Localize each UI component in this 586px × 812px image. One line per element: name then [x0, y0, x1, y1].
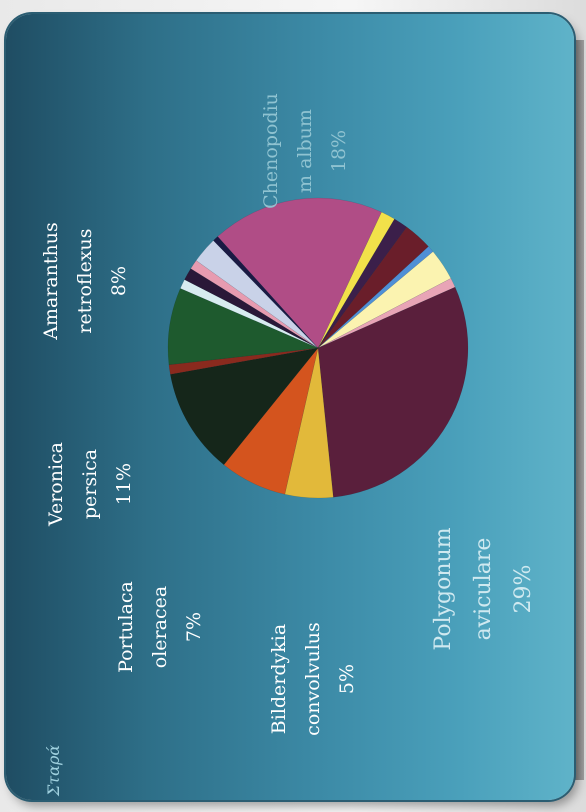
label-amaranthus: Amaranthus retroflexus 8%: [34, 176, 136, 386]
label-polygonum-line1: Polygonum: [431, 527, 456, 651]
label-bilderdykia: Bilderdykia convolvulus 5%: [262, 584, 364, 774]
label-portulaca-line1: Portulaca: [115, 581, 137, 673]
pie-slice-17: [213, 236, 319, 349]
pie-slice-6: [317, 278, 456, 349]
pie-slice-4: [317, 246, 434, 349]
label-veronica-pct: 11%: [113, 462, 135, 506]
pie-slice-8: [284, 347, 334, 499]
pie-slice-1: [317, 211, 395, 349]
pie-chart: [167, 197, 469, 499]
label-chenopodium-line2: m album: [294, 109, 316, 193]
pie-slice-12: [167, 288, 319, 366]
label-amaranthus-pct: 8%: [108, 265, 130, 297]
label-portulaca-pct: 7%: [183, 611, 205, 643]
slide-edge: [572, 40, 584, 780]
pie-slice-7: [317, 286, 469, 498]
label-polygonum-line2: aviculare: [471, 537, 496, 641]
pie-slice-9: [223, 347, 319, 495]
label-portulaca: Portulaca oleracea 7%: [109, 552, 211, 702]
label-bilderdykia-line2: convolvulus: [302, 622, 324, 736]
pie-slice-15: [190, 260, 319, 349]
slide: Chenopodiu m album 18% Amaranthus retrof…: [6, 14, 574, 800]
label-veronica-line2: persica: [79, 448, 101, 520]
pie-slice-16: [195, 240, 319, 349]
pie-slice-2: [317, 218, 408, 349]
label-polygonum-pct: 29%: [511, 564, 536, 614]
label-bilderdykia-line1: Bilderdykia: [268, 623, 290, 735]
label-portulaca-line2: oleracea: [149, 585, 171, 669]
pie-slice-3: [317, 226, 429, 349]
label-veronica: Veronica persica 11%: [39, 404, 141, 564]
label-chenopodium: Chenopodiu m album 18%: [254, 46, 356, 256]
pie-slice-0: [217, 197, 382, 349]
label-chenopodium-pct: 18%: [328, 129, 350, 173]
pie-slice-5: [317, 251, 452, 349]
label-amaranthus-line1: Amaranthus: [40, 222, 62, 340]
label-bilderdykia-pct: 5%: [336, 663, 358, 695]
label-amaranthus-line2: retroflexus: [74, 228, 96, 334]
pie-slice-13: [180, 279, 319, 349]
pie-slice-10: [170, 347, 319, 466]
corner-caption: Σταρά: [44, 744, 63, 796]
pie-slice-14: [184, 268, 319, 349]
label-polygonum: Polygonum aviculare 29%: [424, 464, 544, 714]
label-veronica-line1: Veronica: [45, 441, 67, 527]
pie-slice-11: [168, 347, 319, 375]
label-chenopodium-line1: Chenopodiu: [260, 93, 282, 209]
